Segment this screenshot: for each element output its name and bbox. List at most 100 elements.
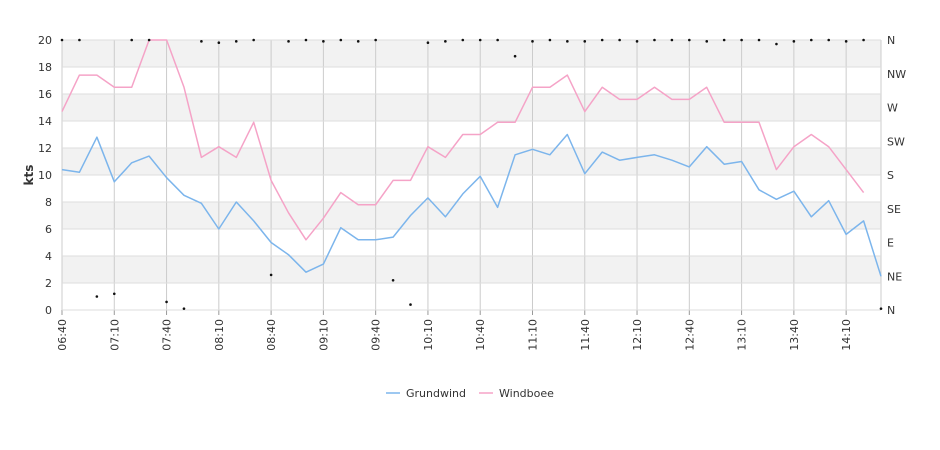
direction-point	[583, 40, 587, 43]
direction-point	[252, 38, 255, 42]
direction-tick-label: NE	[887, 270, 902, 283]
y-tick-label: 6	[45, 223, 52, 236]
y-tick-label: 16	[38, 88, 52, 101]
direction-tick-label: W	[887, 102, 898, 115]
direction-tick-label: S	[887, 169, 894, 182]
direction-point	[339, 38, 343, 42]
direction-point	[757, 38, 761, 42]
direction-point	[775, 42, 778, 46]
direction-point	[322, 40, 325, 43]
direction-tick-label: N	[887, 34, 895, 47]
direction-point	[548, 38, 552, 42]
direction-tick-label: E	[887, 237, 894, 250]
y-axis-label: kts	[22, 165, 36, 186]
direction-point	[234, 40, 238, 43]
legend[interactable]: Grundwind Windboee	[386, 387, 554, 400]
direction-point	[653, 38, 656, 42]
y-tick-label: 20	[38, 34, 52, 47]
x-tick-label: 11:10	[526, 319, 539, 351]
direction-point	[844, 40, 848, 43]
series-lines	[61, 39, 882, 277]
x-tick-label: 13:10	[736, 319, 749, 351]
direction-point	[740, 38, 743, 42]
x-tick-label: 06:40	[56, 319, 69, 351]
grid-band	[62, 202, 881, 229]
direction-point	[130, 38, 134, 42]
direction-point	[478, 38, 482, 42]
direction-point	[513, 54, 517, 58]
y-tick-label: 14	[38, 115, 52, 128]
x-tick-label: 12:10	[631, 319, 644, 351]
direction-point	[792, 40, 796, 43]
direction-point	[461, 38, 465, 42]
direction-point	[287, 40, 290, 43]
direction-point	[722, 38, 726, 42]
direction-point	[304, 38, 308, 42]
series-line-grundwind	[61, 133, 882, 277]
x-tick-label: 08:10	[213, 319, 226, 351]
direction-point	[95, 295, 99, 298]
direction-point	[426, 41, 430, 44]
x-tick-label: 07:40	[161, 319, 174, 351]
series-line-windboee	[61, 39, 865, 241]
direction-point	[531, 40, 534, 43]
direction-point	[705, 40, 709, 43]
x-axis-ticks: 06:40 07:10 07:40 08:10 08:40 09:10 09:40 10:10…	[56, 319, 853, 351]
y-tick-label: 2	[45, 277, 52, 290]
y-axis-ticks: 0 2 4 6 8 10 12 14 16 18 20	[38, 34, 52, 317]
direction-point	[356, 40, 360, 43]
x-tick-label: 12:40	[683, 319, 696, 351]
direction-point	[566, 40, 569, 43]
y-tick-label: 12	[38, 142, 52, 155]
direction-point	[862, 38, 865, 42]
grid-band	[62, 94, 881, 121]
direction-point	[809, 38, 813, 42]
direction-point	[217, 41, 221, 44]
direction-point	[112, 292, 116, 296]
x-tick-label: 13:40	[788, 319, 801, 351]
grid-band	[62, 40, 881, 67]
direction-tick-label: N	[887, 304, 895, 317]
legend-item-grundwind[interactable]: Grundwind	[386, 387, 466, 400]
x-tick-label: 10:10	[422, 319, 435, 351]
direction-point	[78, 38, 81, 42]
direction-point	[600, 38, 604, 42]
direction-point	[60, 38, 64, 42]
direction-tick-label: SE	[887, 203, 901, 216]
y-tick-label: 8	[45, 196, 52, 209]
grid-bands	[62, 40, 881, 283]
grid-band	[62, 148, 881, 175]
y-tick-label: 4	[45, 250, 52, 263]
x-tick-label: 10:40	[474, 319, 487, 351]
direction-point	[374, 38, 377, 42]
direction-point	[496, 38, 499, 42]
direction-axis-ticks: N NE E SE S SW W NW N	[887, 34, 906, 317]
x-tick-label: 14:10	[840, 319, 853, 351]
x-tick-label: 09:10	[317, 319, 330, 351]
direction-point	[444, 40, 447, 43]
direction-tick-label: SW	[887, 135, 905, 148]
direction-point	[409, 303, 412, 306]
direction-point	[165, 300, 168, 304]
direction-point	[269, 273, 273, 277]
y-tick-label: 0	[45, 304, 52, 317]
direction-point	[147, 38, 151, 42]
direction-point	[827, 38, 831, 42]
y-tick-label: 10	[38, 169, 52, 182]
direction-point	[182, 307, 186, 310]
direction-point	[879, 307, 883, 310]
x-tick-label: 07:10	[108, 319, 121, 351]
direction-point	[670, 38, 674, 42]
y-tick-label: 18	[38, 61, 52, 74]
legend-label-windboee: Windboee	[499, 387, 554, 400]
direction-point	[635, 40, 639, 43]
x-tick-label: 08:40	[265, 319, 278, 351]
legend-item-windboee[interactable]: Windboee	[479, 387, 554, 400]
direction-point	[200, 40, 203, 43]
x-tick-label: 11:40	[579, 319, 592, 351]
x-tick-label: 09:40	[370, 319, 383, 351]
direction-point	[618, 38, 621, 42]
direction-point	[688, 38, 691, 42]
legend-label-grundwind: Grundwind	[406, 387, 466, 400]
